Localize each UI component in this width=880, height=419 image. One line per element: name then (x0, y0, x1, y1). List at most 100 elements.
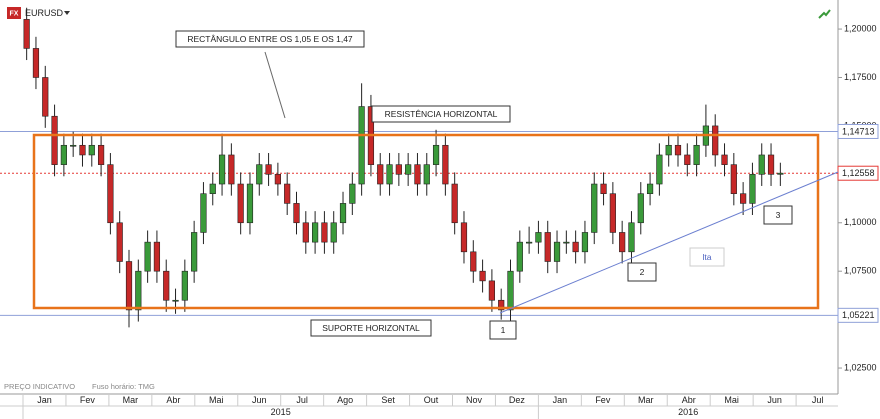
x-tick-label: Jan (553, 395, 568, 405)
candle-body (107, 164, 114, 224)
candle-body (321, 222, 328, 243)
annotation-box (310, 319, 432, 337)
badge-box (7, 7, 21, 19)
annotation: lta (703, 252, 712, 262)
candle-body (665, 144, 672, 156)
candle-body (498, 299, 505, 311)
candle-body (32, 48, 40, 78)
x-tick-label: Mai (209, 395, 224, 405)
candle-body (619, 232, 626, 253)
symbol[interactable]: EURUSD (25, 8, 64, 18)
candle-body (591, 183, 598, 233)
year-label: 2016 (678, 407, 698, 417)
x-tick-label: Jan (37, 395, 52, 405)
candle-body (97, 144, 105, 165)
y-tick-label: 1,07500 (844, 266, 877, 276)
candle-body (656, 154, 663, 185)
level-label: 1,14713 (842, 126, 875, 136)
x-tick-label: Dez (509, 395, 526, 405)
candle-body (414, 164, 421, 185)
candle-body (23, 19, 30, 49)
candle-body (544, 232, 551, 262)
annotation-box (763, 205, 793, 225)
candle-body (135, 270, 142, 311)
annotation-box (489, 320, 517, 340)
candle-body (684, 154, 691, 165)
candle-body (349, 183, 356, 204)
level-label-box (837, 123, 879, 139)
candle-body (572, 241, 579, 253)
candle-body (181, 270, 188, 301)
candle-body (172, 299, 179, 302)
candle-body (125, 261, 133, 311)
x-tick-label: Abr (682, 395, 696, 405)
candle-body (153, 241, 161, 272)
candle-body (358, 106, 365, 185)
candle-body (395, 164, 402, 175)
badge: FX (10, 10, 19, 17)
candle-body (637, 193, 644, 224)
candle-body (516, 241, 523, 272)
x-tick-label: Jul (296, 395, 308, 405)
candle-body (777, 172, 784, 175)
x-tick-label: Jun (767, 395, 782, 405)
annotation: RESISTÊNCIA HORIZONTAL (385, 109, 498, 119)
x-tick-label: Abr (166, 395, 180, 405)
candle-body (432, 144, 440, 165)
x-tick-label: Jul (812, 395, 824, 405)
candle-body (730, 164, 737, 195)
candle-body (246, 183, 254, 224)
candle-body (79, 144, 86, 156)
candle-body (553, 241, 561, 262)
candle-body (563, 241, 570, 244)
level-label: 1,05221 (842, 310, 875, 320)
x-tick-label: Jun (252, 395, 267, 405)
candle-body (228, 154, 235, 185)
annotation-box (371, 105, 511, 123)
x-tick-label: Set (381, 395, 395, 405)
candle-body (200, 193, 207, 233)
x-tick-label: Fev (595, 395, 611, 405)
candle-body (209, 183, 216, 195)
candle-body (442, 144, 449, 185)
annotation-box (175, 30, 365, 48)
y-tick-label: 1,02500 (844, 362, 877, 372)
x-tick-label: Mar (123, 395, 139, 405)
annotation: 1 (501, 325, 506, 335)
candle-body (526, 241, 533, 244)
candle-body (51, 115, 58, 165)
candle-body (70, 144, 77, 147)
level-label-box (837, 307, 879, 323)
footer: PREÇO INDICATIVO (4, 382, 75, 391)
candle-body (116, 222, 123, 262)
candle-body (646, 183, 654, 195)
candle-body (758, 154, 765, 175)
candle-body (218, 154, 226, 185)
timezone: Fuso horário: TMG (92, 382, 155, 391)
annotation: 3 (776, 210, 781, 220)
annotation-box (627, 262, 657, 282)
annotation: SUPORTE HORIZONTAL (322, 323, 420, 333)
annotation: RECTÂNGULO ENTRE OS 1,05 E OS 1,47 (187, 34, 353, 44)
x-tick-label: Nov (466, 395, 483, 405)
x-tick-label: Mar (638, 395, 654, 405)
candle-body (405, 164, 412, 175)
candle-body (163, 270, 170, 301)
candle-body (767, 154, 775, 175)
level-label: 1,12558 (842, 168, 875, 178)
candle-body (740, 193, 747, 204)
candle-body (674, 144, 682, 156)
candle-body (535, 232, 542, 243)
candle-body (628, 222, 635, 253)
level-label-box (837, 165, 879, 181)
candle-body (507, 270, 514, 311)
candle-body (451, 183, 458, 224)
candle-body (488, 280, 495, 301)
annotation: 2 (640, 267, 645, 277)
candle-body (339, 203, 347, 224)
dropdown[interactable] (64, 11, 70, 15)
candle-body (386, 164, 393, 185)
x-tick-label: Mai (724, 395, 739, 405)
